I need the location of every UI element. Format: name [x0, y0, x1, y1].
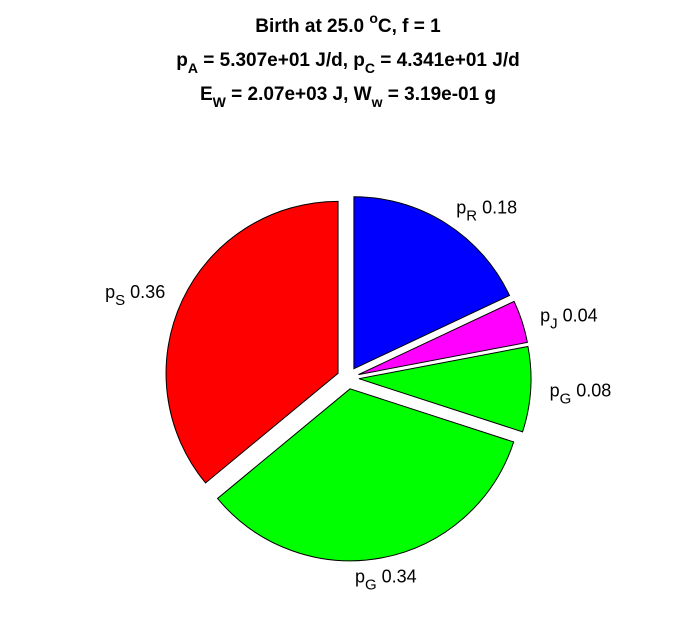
slice-label: pJ 0.04	[540, 306, 598, 333]
label-subscript: J	[550, 316, 558, 333]
label-symbol: p	[105, 282, 115, 302]
label-value: 0.36	[130, 282, 165, 302]
title-segment: E	[200, 84, 213, 105]
title-segment: Birth at 25.0	[255, 16, 369, 37]
label-subscript: R	[466, 207, 477, 224]
title-segment: w	[371, 94, 383, 110]
label-symbol: p	[355, 566, 365, 586]
label-subscript: G	[365, 576, 377, 593]
title-segment: A	[188, 60, 198, 76]
chart-title: pA = 5.307e+01 J/d, pC = 4.341e+01 J/d	[176, 50, 519, 76]
title-segment: = 5.307e+01 J/d, p	[198, 50, 365, 71]
label-subscript: S	[115, 292, 125, 309]
slice-label: pS 0.36	[105, 282, 165, 309]
label-symbol: p	[540, 306, 550, 326]
label-value: 0.08	[576, 381, 611, 401]
chart-title: EW = 2.07e+03 J, Ww = 3.19e-01 g	[200, 84, 496, 110]
slice-label: pR 0.18	[456, 197, 517, 224]
label-value: 0.04	[563, 306, 598, 326]
chart-title: Birth at 25.0 oC, f = 1	[255, 10, 441, 37]
pie-slice	[358, 345, 532, 433]
slice-label: pG 0.34	[355, 566, 417, 593]
title-segment: W	[213, 94, 227, 110]
title-segment: = 2.07e+03 J, W	[226, 84, 372, 105]
title-segment: = 3.19e-01 g	[383, 84, 497, 105]
title-segment: o	[369, 10, 378, 26]
pie-slice	[216, 388, 515, 562]
slice-label: pG 0.08	[550, 381, 612, 408]
title-segment: = 4.341e+01 J/d	[375, 50, 520, 71]
label-symbol: p	[550, 381, 560, 401]
label-value: 0.34	[382, 566, 417, 586]
pie-slice	[165, 200, 339, 484]
label-value: 0.18	[482, 197, 517, 217]
title-segment: C	[365, 60, 375, 76]
pie-slice	[353, 196, 511, 370]
title-segment: C, f = 1	[378, 16, 441, 37]
label-symbol: p	[456, 197, 466, 217]
pie-slice	[358, 300, 528, 376]
label-subscript: G	[560, 391, 572, 408]
title-segment: p	[176, 50, 188, 71]
